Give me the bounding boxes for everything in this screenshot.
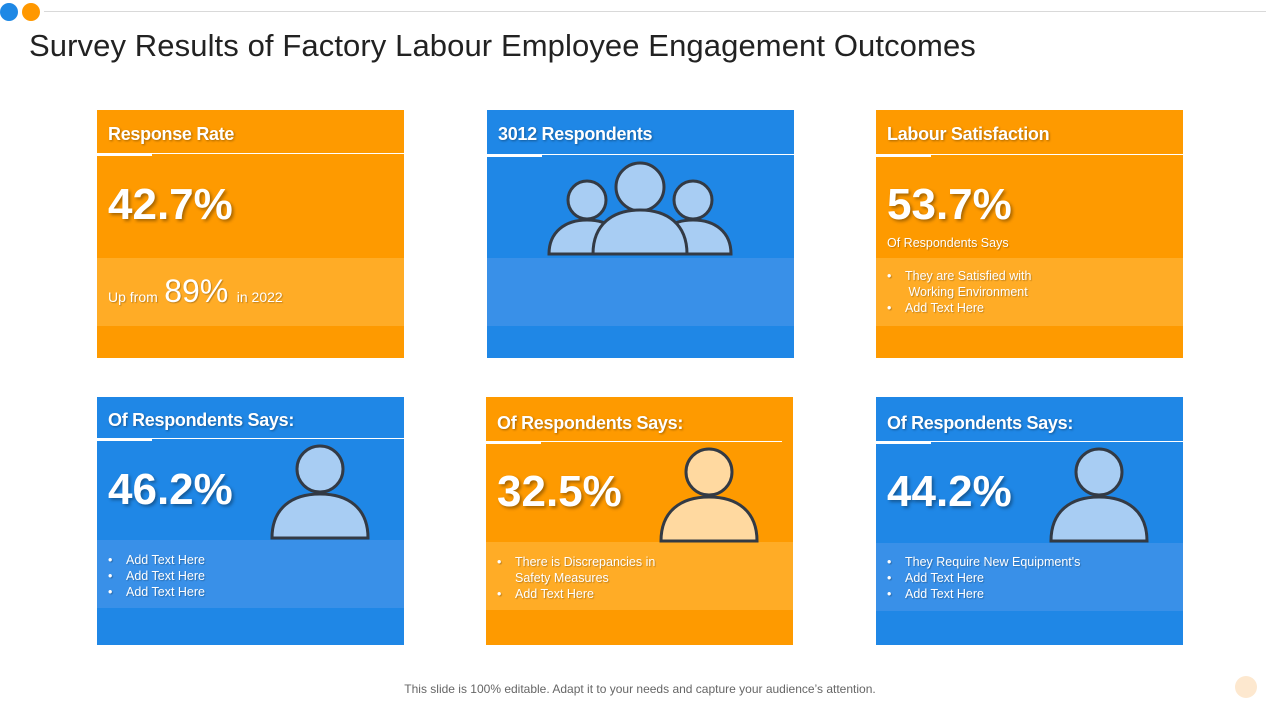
card-value: 46.2% xyxy=(108,465,233,514)
response-rate-comparison: Up from 89% in 2022 xyxy=(108,273,283,310)
list-item: Add Text Here xyxy=(887,300,1031,316)
person-icon xyxy=(1049,447,1149,543)
respondents-card: 3012 Respondents xyxy=(487,110,794,358)
group-icon xyxy=(547,161,733,256)
satisfaction-bullets: They are Satisfied with Working Environm… xyxy=(887,268,1031,316)
respondents-says-card-3: Of Respondents Says: 44.2% They Require … xyxy=(876,397,1183,645)
card-title-rule-accent xyxy=(876,441,931,444)
list-item: Add Text Here xyxy=(887,570,1080,586)
card-title: 3012 Respondents xyxy=(498,124,653,144)
top-divider xyxy=(44,11,1266,12)
response-rate-value: 42.7% xyxy=(108,180,233,229)
decor-corner-dot xyxy=(1235,676,1257,698)
list-item: Add Text Here xyxy=(108,568,205,584)
list-item: They are Satisfied with Working Environm… xyxy=(887,268,1031,300)
person-icon xyxy=(270,444,370,540)
list-item: Add Text Here xyxy=(108,584,205,600)
person-icon xyxy=(659,447,759,543)
comparison-value: 89% xyxy=(164,273,229,309)
card-title-rule-accent xyxy=(97,153,152,156)
response-rate-card: Response Rate 42.7% Up from 89% in 2022 xyxy=(97,110,404,358)
decor-dot-blue xyxy=(0,3,18,21)
list-item: Add Text Here xyxy=(887,586,1080,602)
satisfaction-subtitle: Of Respondents Says xyxy=(887,236,1009,250)
card-title-rule-accent xyxy=(487,154,542,157)
list-item: They Require New Equipment's xyxy=(887,554,1080,570)
card-bullets: There is Discrepancies in Safety Measure… xyxy=(497,554,655,602)
card-title: Of Respondents Says: xyxy=(887,413,1074,433)
card-title-rule-accent xyxy=(876,154,931,157)
footer-note: This slide is 100% editable. Adapt it to… xyxy=(404,682,876,696)
comparison-prefix: Up from xyxy=(108,289,158,305)
list-item: Add Text Here xyxy=(497,586,655,602)
card-value: 44.2% xyxy=(887,467,1012,516)
card-title: Response Rate xyxy=(108,124,235,144)
page-title: Survey Results of Factory Labour Employe… xyxy=(29,28,976,63)
card-title: Of Respondents Says: xyxy=(108,410,295,430)
card-bullets: Add Text Here Add Text Here Add Text Her… xyxy=(108,552,205,600)
card-title-rule xyxy=(876,441,1183,442)
card-title-rule-accent xyxy=(486,441,541,444)
respondents-says-card-1: Of Respondents Says: 46.2% Add Text Here… xyxy=(97,397,404,645)
card-band xyxy=(487,258,794,326)
satisfaction-value: 53.7% xyxy=(887,180,1012,229)
card-value: 32.5% xyxy=(497,467,622,516)
decor-dot-orange xyxy=(22,3,40,21)
list-item: There is Discrepancies in Safety Measure… xyxy=(497,554,655,586)
card-title-rule xyxy=(876,154,1183,155)
card-title: Labour Satisfaction xyxy=(887,124,1050,144)
card-title: Of Respondents Says: xyxy=(497,413,684,433)
card-title-rule xyxy=(97,153,404,154)
comparison-suffix: in 2022 xyxy=(236,289,283,305)
card-band xyxy=(97,258,404,326)
list-item: Add Text Here xyxy=(108,552,205,568)
card-bullets: They Require New Equipment's Add Text He… xyxy=(887,554,1080,602)
card-title-rule xyxy=(487,154,794,155)
card-title-rule-accent xyxy=(97,438,152,441)
respondents-says-card-2: Of Respondents Says: 32.5% There is Disc… xyxy=(486,397,793,645)
card-title-rule xyxy=(97,438,404,439)
labour-satisfaction-card: Labour Satisfaction 53.7% Of Respondents… xyxy=(876,110,1183,358)
card-title-rule xyxy=(486,441,782,442)
